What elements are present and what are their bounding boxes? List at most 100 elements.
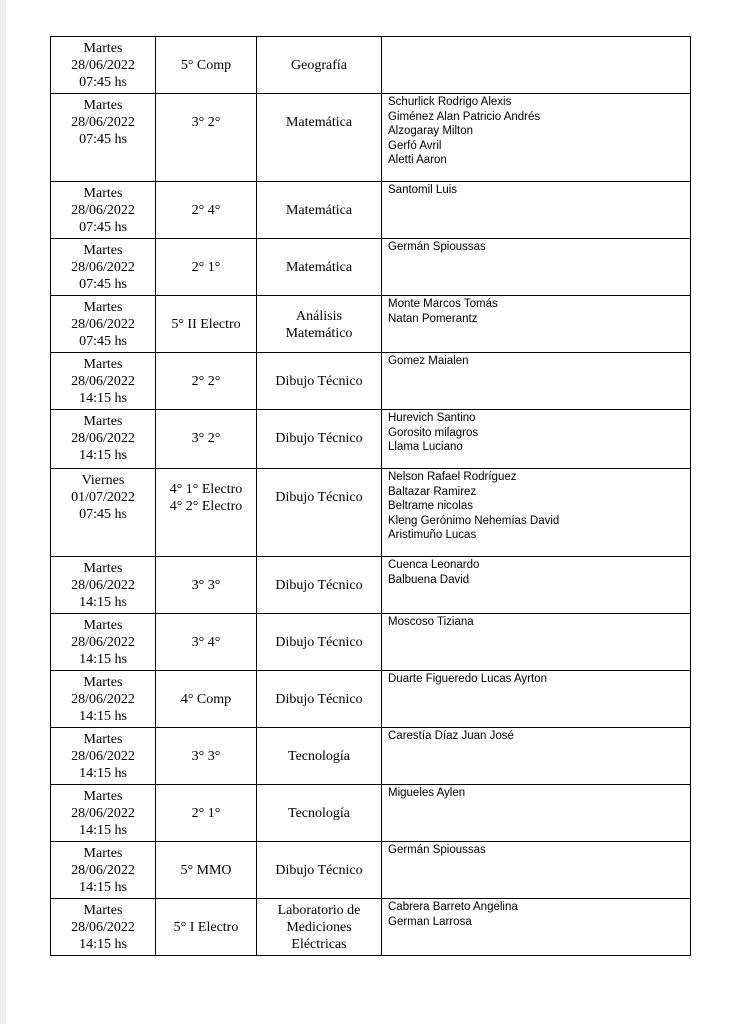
date-line: 14:15 hs — [79, 766, 127, 781]
cell-content: Dibujo Técnico — [257, 557, 381, 614]
student-name: Gerfó Avril — [388, 139, 442, 152]
cell-content: Laboratorio de Mediciones Eléctricas — [257, 899, 381, 956]
subject-line: Matemática — [285, 260, 353, 275]
table-row: Martes 28/06/2022 14:15 hs 5° I Electro Labo… — [51, 899, 691, 956]
cell-content: 2° 1° — [156, 785, 256, 842]
date-line: 28/06/2022 — [71, 58, 135, 73]
cell-content: Dibujo Técnico — [257, 671, 381, 728]
cell-content: Martes 28/06/2022 07:45 hs — [51, 94, 155, 151]
cell-content: Martes 28/06/2022 07:45 hs — [51, 296, 155, 353]
students-cell: Nelson Rafael Rodríguez Baltazar Ramirez B… — [382, 469, 691, 557]
date-line: Martes — [83, 186, 123, 201]
date-line: Martes — [83, 357, 123, 372]
date-line: 28/06/2022 — [71, 635, 135, 650]
date-line: Martes — [83, 618, 123, 633]
cell-content: Martes 28/06/2022 14:15 hs — [51, 410, 155, 467]
subject-cell: Matemática — [257, 182, 382, 239]
cell-content: Geografía — [257, 37, 381, 94]
cell-content: 5° MMO — [156, 842, 256, 899]
students-cell: Cabrera Barreto Angelina German Larrosa — [382, 899, 691, 956]
students-cell: Germán Spioussas — [382, 239, 691, 296]
cell-content: 5° Comp — [156, 37, 256, 94]
table-row: Martes 28/06/2022 14:15 hs 3° 4° Dibujo Técn… — [51, 614, 691, 671]
subject-cell: Dibujo Técnico — [257, 671, 382, 728]
table-row: Viernes 01/07/2022 07:45 hs 4° 1° Electro 4°… — [51, 469, 691, 557]
cell-content: 3° 2° — [156, 94, 256, 151]
date-line: 07:45 hs — [79, 220, 127, 235]
students-cell: Migueles Aylen — [382, 785, 691, 842]
date-line: 14:15 hs — [79, 880, 127, 895]
subject-line: Dibujo Técnico — [275, 692, 363, 707]
subject-line: Laboratorio de — [277, 903, 361, 918]
student-name: Moscoso Tiziana — [388, 616, 474, 628]
table-row: Martes 28/06/2022 07:45 hs 2° 1° Matemática G… — [51, 239, 691, 296]
student-name: Baltazar Ramirez — [388, 485, 477, 498]
date-line: 07:45 hs — [79, 277, 127, 292]
cell-content: Dibujo Técnico — [257, 842, 381, 899]
cell-content: 4° 1° Electro 4° 2° Electro — [156, 469, 256, 526]
students-cell: Monte Marcos Tomás Natan Pomerantz — [382, 296, 691, 353]
subject-cell: Tecnología — [257, 728, 382, 785]
course-line: 5° II Electro — [171, 317, 241, 332]
date-line: 28/06/2022 — [71, 260, 135, 275]
date-line: 28/06/2022 — [71, 920, 135, 935]
date-line: Martes — [83, 243, 123, 258]
date-cell: Martes 28/06/2022 14:15 hs — [51, 614, 156, 671]
cell-content: Viernes 01/07/2022 07:45 hs — [51, 469, 155, 526]
date-cell: Martes 28/06/2022 07:45 hs — [51, 94, 156, 182]
cell-content: Dibujo Técnico — [257, 410, 381, 467]
student-name: Giménez Alan Patricio Andrés — [388, 110, 541, 123]
cell-content: 2° 2° — [156, 353, 256, 410]
date-cell: Martes 28/06/2022 14:15 hs — [51, 842, 156, 899]
cell-content: Dibujo Técnico — [257, 614, 381, 671]
cell-content: 2° 4° — [156, 182, 256, 239]
course-cell: 3° 3° — [156, 557, 257, 614]
date-line: 28/06/2022 — [71, 863, 135, 878]
date-line: Martes — [83, 561, 123, 576]
student-name: Germán Spioussas — [388, 844, 486, 856]
table-row: Martes 28/06/2022 07:45 hs 5° Comp Geografía — [51, 37, 691, 94]
course-cell: 2° 1° — [156, 785, 257, 842]
student-name: Beltrame nicolas — [388, 500, 474, 512]
course-cell: 2° 1° — [156, 239, 257, 296]
date-line: 07:45 hs — [79, 75, 127, 90]
subject-cell: Laboratorio de Mediciones Eléctricas — [257, 899, 382, 956]
student-name: Duarte Figueredo Lucas Ayrton — [388, 673, 547, 685]
students-cell: Duarte Figueredo Lucas Ayrton — [382, 671, 691, 728]
date-cell: Martes 28/06/2022 14:15 hs — [51, 557, 156, 614]
student-name: German Larrosa — [388, 915, 472, 928]
subject-line: Matemática — [285, 203, 353, 218]
cell-content: Martes 28/06/2022 14:15 hs — [51, 671, 155, 728]
subject-line: Dibujo Técnico — [275, 431, 363, 446]
student-name: Alzogaray Milton — [388, 125, 474, 137]
date-line: 14:15 hs — [79, 937, 127, 952]
cell-content: 4° Comp — [156, 671, 256, 728]
student-name: Gomez Maialen — [388, 355, 469, 367]
table-row: Martes 28/06/2022 14:15 hs 2° 1° Tecnología M… — [51, 785, 691, 842]
cell-content: Tecnología — [257, 728, 381, 785]
cell-content: Martes 28/06/2022 14:15 hs — [51, 353, 155, 410]
table-row: Martes 28/06/2022 07:45 hs 5° II Electro Aná… — [51, 296, 691, 353]
students-cell: Hurevich Santino Gorosito milagros Llama L… — [382, 410, 691, 469]
cell-content: 2° 1° — [156, 239, 256, 296]
course-cell: 4° Comp — [156, 671, 257, 728]
subject-line: Matemático — [285, 325, 353, 341]
cell-content: Martes 28/06/2022 07:45 hs — [51, 182, 155, 239]
course-line: 3° 3° — [191, 578, 221, 593]
course-line: 5° I Electro — [173, 920, 239, 935]
students-cell: Gomez Maialen — [382, 353, 691, 410]
page-edge — [0, 0, 6, 1024]
course-line: 2° 4° — [191, 203, 221, 218]
course-cell: 5° Comp — [156, 37, 257, 94]
subject-cell: Dibujo Técnico — [257, 614, 382, 671]
cell-content: Matemática — [257, 94, 381, 151]
student-name: Monte Marcos Tomás — [388, 298, 498, 310]
course-line: 4° 1° Electro — [169, 481, 243, 497]
date-line: Martes — [83, 41, 123, 56]
cell-content: Análisis Matemático — [257, 296, 381, 353]
course-line: 3° 4° — [191, 635, 221, 650]
date-line: Martes — [83, 846, 123, 861]
table-row: Martes 28/06/2022 14:15 hs 3° 3° Tecnología C… — [51, 728, 691, 785]
subject-cell: Dibujo Técnico — [257, 469, 382, 557]
subject-cell: Geografía — [257, 37, 382, 94]
